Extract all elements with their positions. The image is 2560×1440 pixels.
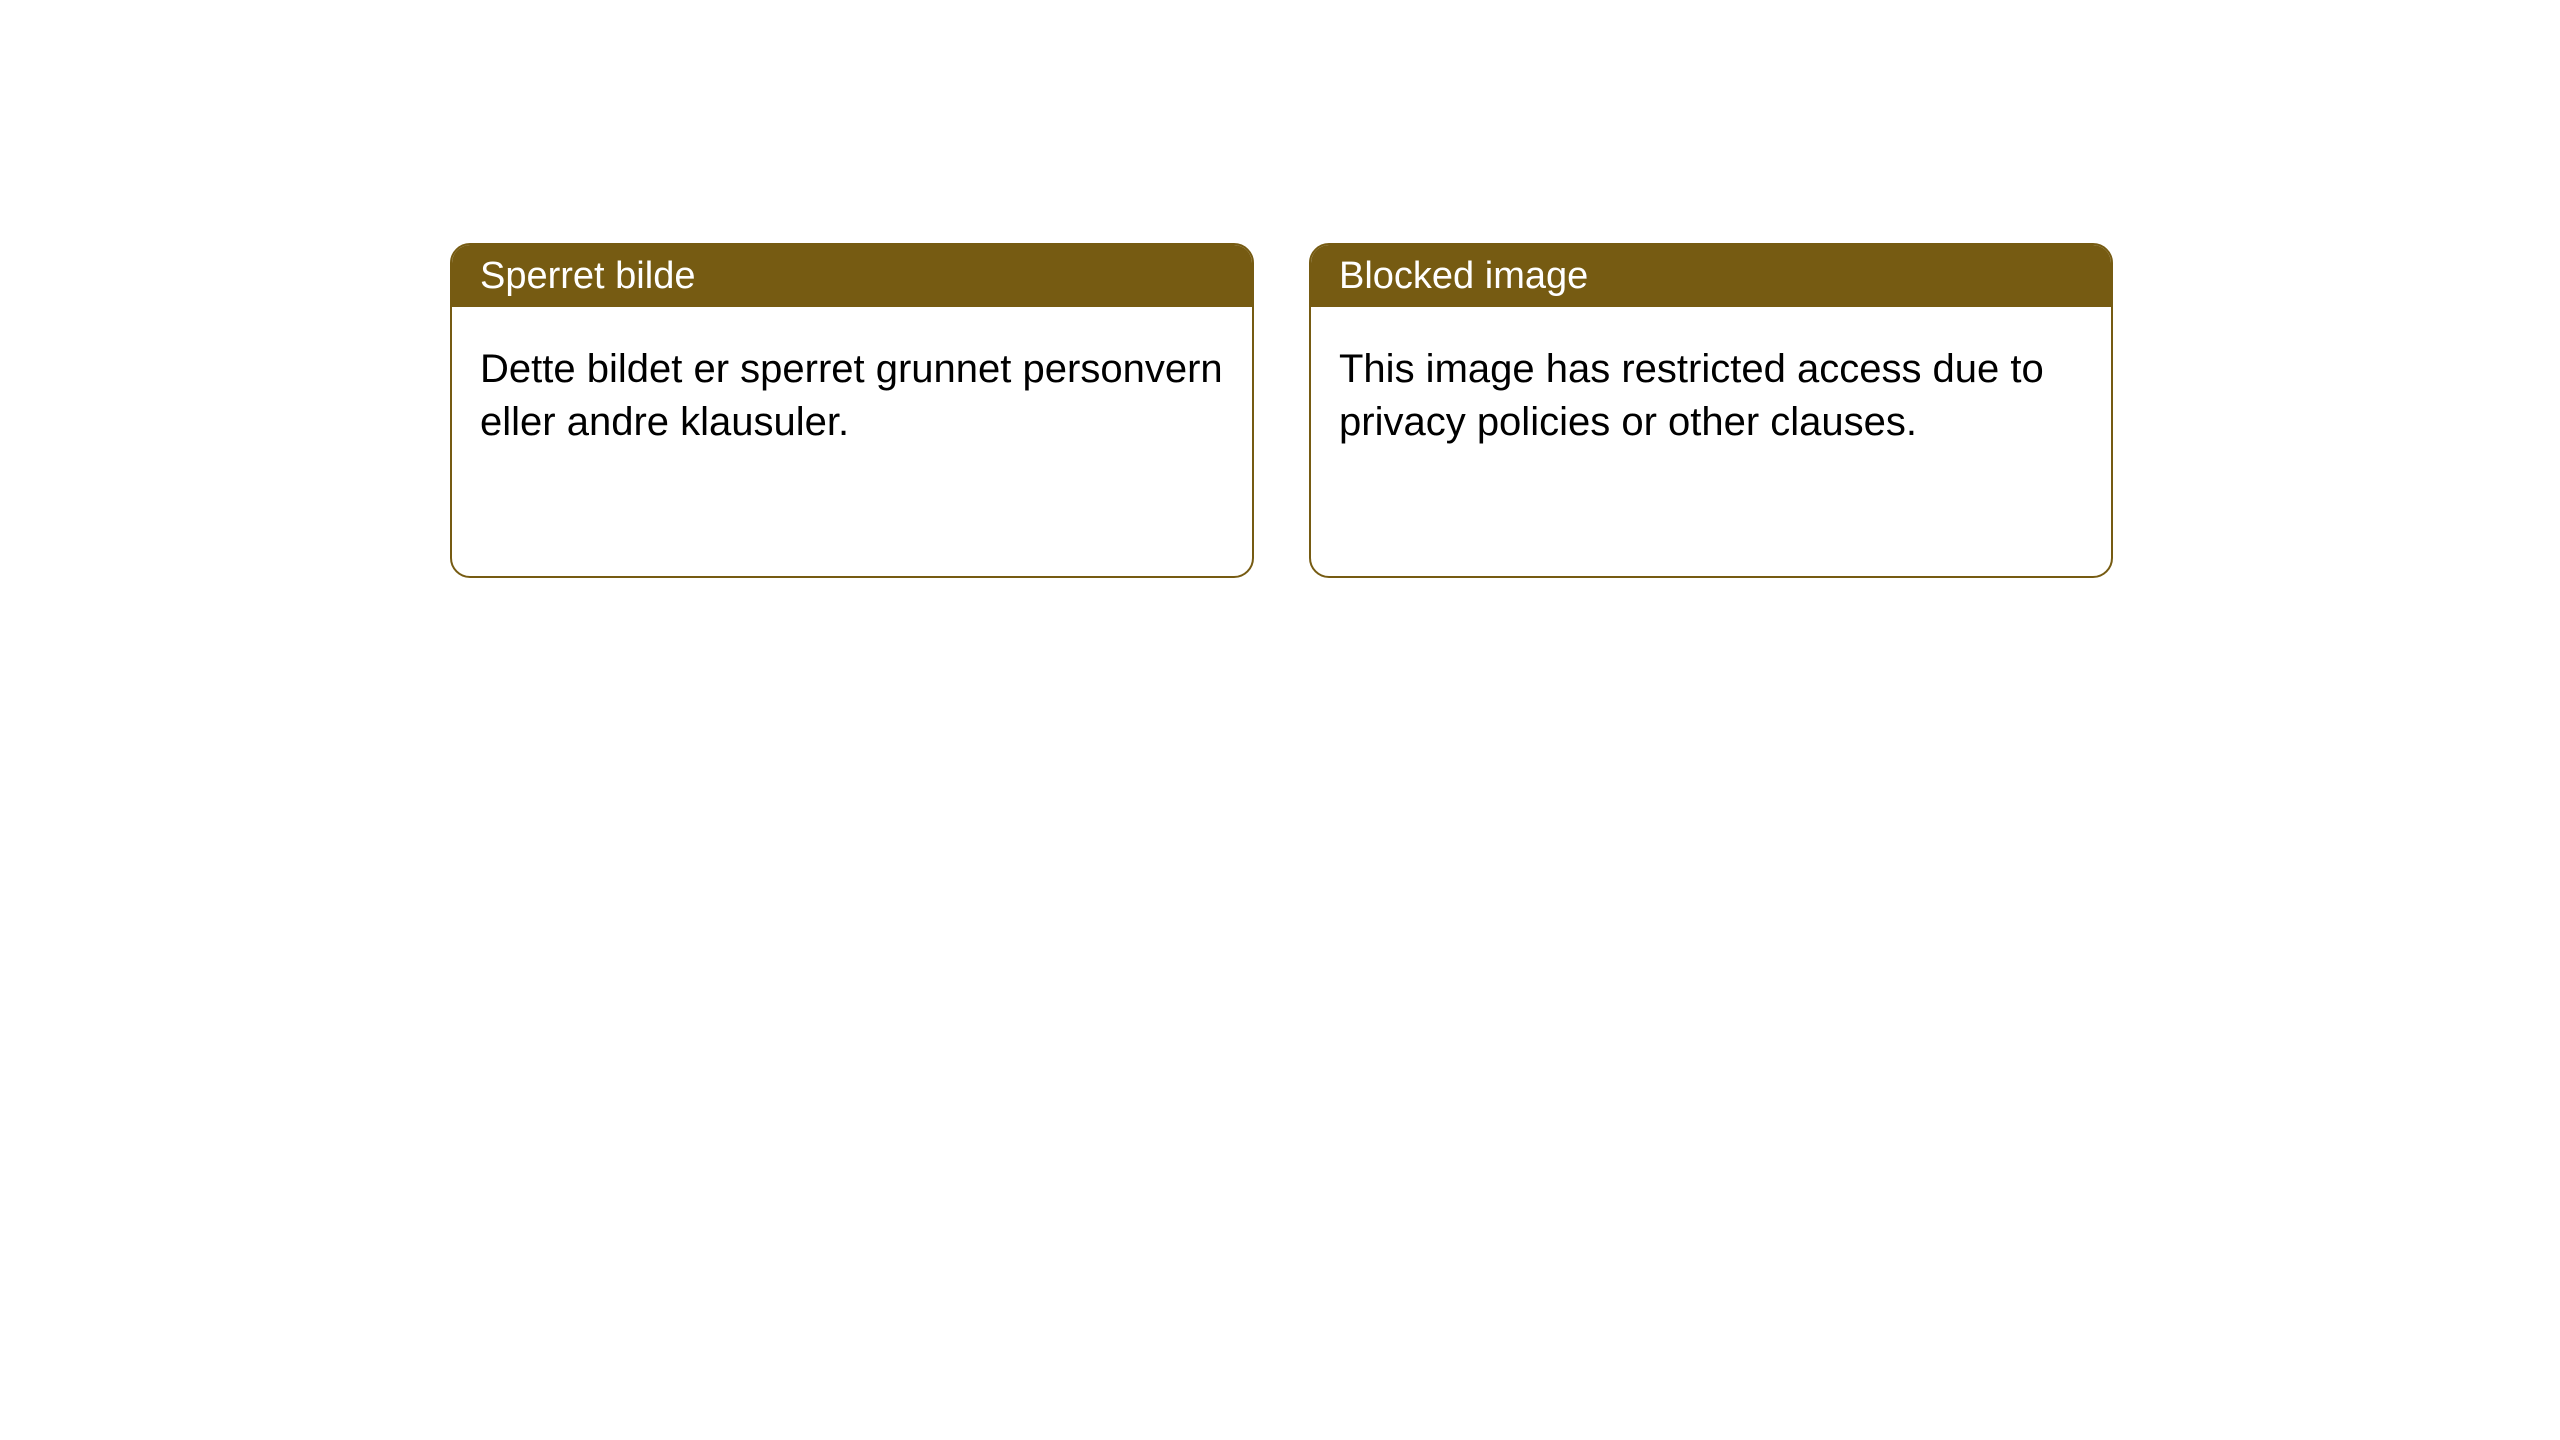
card-header-text: Sperret bilde [480,255,695,298]
notice-cards-container: Sperret bilde Dette bildet er sperret gr… [450,243,2113,578]
card-body: This image has restricted access due to … [1311,307,2111,485]
card-body: Dette bildet er sperret grunnet personve… [452,307,1252,485]
card-body-text: This image has restricted access due to … [1339,347,2044,444]
card-header: Sperret bilde [452,245,1252,307]
card-body-text: Dette bildet er sperret grunnet personve… [480,347,1223,444]
card-header: Blocked image [1311,245,2111,307]
card-header-text: Blocked image [1339,255,1588,298]
notice-card-norwegian: Sperret bilde Dette bildet er sperret gr… [450,243,1254,578]
notice-card-english: Blocked image This image has restricted … [1309,243,2113,578]
